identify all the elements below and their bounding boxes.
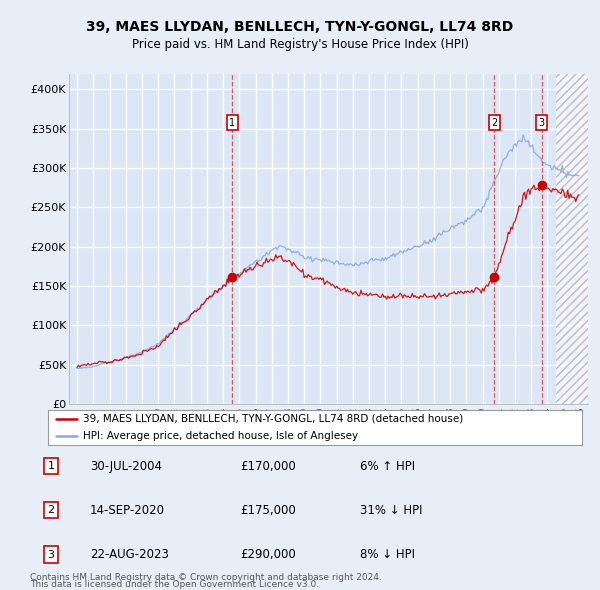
Text: This data is licensed under the Open Government Licence v3.0.: This data is licensed under the Open Gov… (30, 579, 319, 589)
Text: 1: 1 (47, 461, 55, 471)
Text: 31% ↓ HPI: 31% ↓ HPI (360, 504, 422, 517)
Text: 2: 2 (491, 117, 497, 127)
Text: HPI: Average price, detached house, Isle of Anglesey: HPI: Average price, detached house, Isle… (83, 431, 358, 441)
Text: 22-AUG-2023: 22-AUG-2023 (90, 548, 169, 561)
Text: £175,000: £175,000 (240, 504, 296, 517)
Text: 2: 2 (47, 506, 55, 515)
Text: Contains HM Land Registry data © Crown copyright and database right 2024.: Contains HM Land Registry data © Crown c… (30, 572, 382, 582)
Text: 39, MAES LLYDAN, BENLLECH, TYN-Y-GONGL, LL74 8RD: 39, MAES LLYDAN, BENLLECH, TYN-Y-GONGL, … (86, 19, 514, 34)
Text: 8% ↓ HPI: 8% ↓ HPI (360, 548, 415, 561)
Text: Price paid vs. HM Land Registry's House Price Index (HPI): Price paid vs. HM Land Registry's House … (131, 38, 469, 51)
Text: 30-JUL-2004: 30-JUL-2004 (90, 460, 162, 473)
Text: 1: 1 (229, 117, 236, 127)
Text: £290,000: £290,000 (240, 548, 296, 561)
Bar (556, 74, 600, 404)
Bar (556, 74, 600, 404)
Text: 3: 3 (47, 550, 55, 559)
Text: 39, MAES LLYDAN, BENLLECH, TYN-Y-GONGL, LL74 8RD (detached house): 39, MAES LLYDAN, BENLLECH, TYN-Y-GONGL, … (83, 414, 463, 424)
Text: £170,000: £170,000 (240, 460, 296, 473)
Text: 14-SEP-2020: 14-SEP-2020 (90, 504, 165, 517)
Text: 3: 3 (539, 117, 545, 127)
Text: 6% ↑ HPI: 6% ↑ HPI (360, 460, 415, 473)
